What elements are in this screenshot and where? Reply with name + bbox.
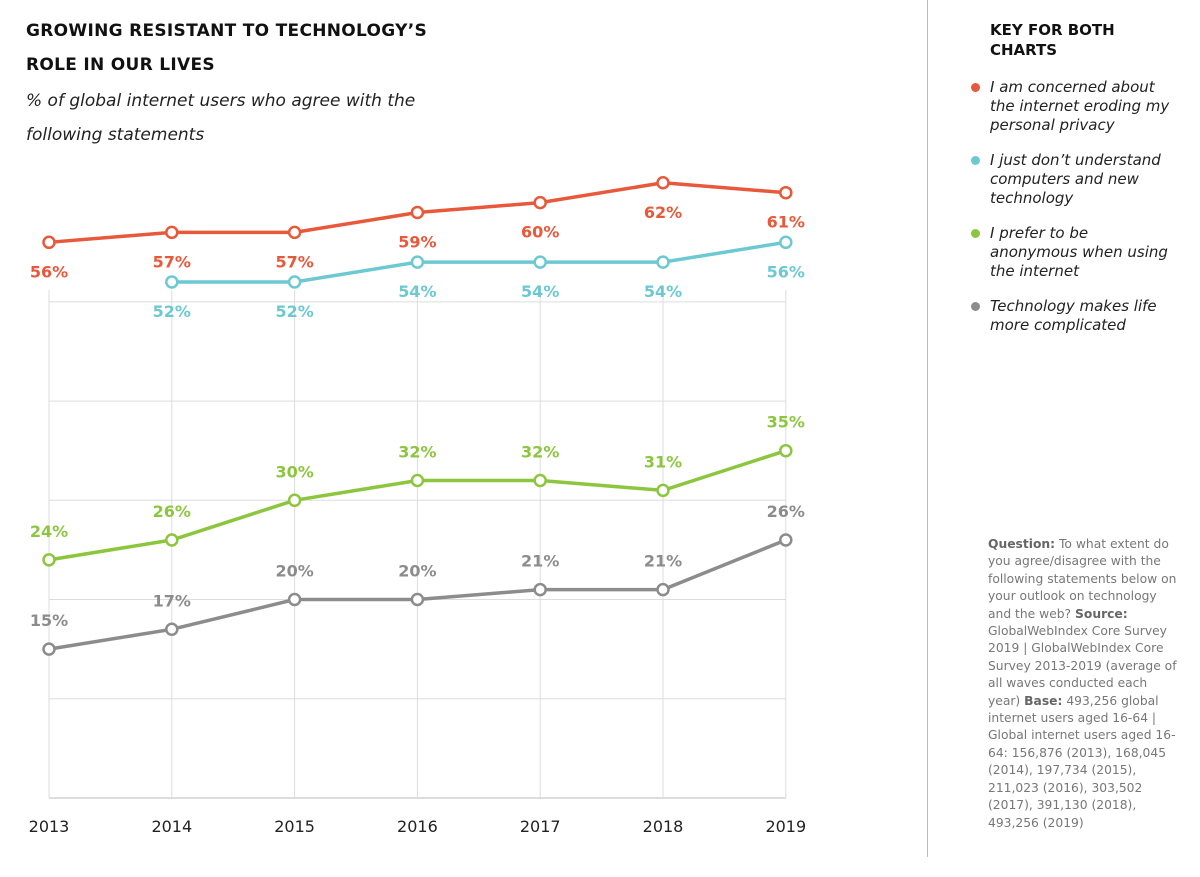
- data-label: 20%: [398, 562, 436, 581]
- data-label: 21%: [644, 552, 682, 571]
- data-point: [779, 185, 793, 200]
- data-label: 35%: [767, 413, 805, 432]
- x-tick-label: 2018: [643, 817, 684, 836]
- note-label: Base:: [1024, 693, 1063, 708]
- note: Question: To what extent do you agree/di…: [988, 536, 1180, 832]
- data-point: [779, 533, 793, 547]
- data-point: [533, 582, 547, 597]
- legend-title: KEY FOR BOTH CHARTS: [990, 21, 1115, 59]
- data-label: 52%: [153, 302, 191, 321]
- data-point: [287, 592, 302, 607]
- legend-item: Technology makes life more complicated: [970, 297, 1180, 335]
- data-label: 20%: [275, 562, 313, 581]
- legend-item: I just don’t understand computers and ne…: [970, 151, 1180, 208]
- data-label: 54%: [644, 282, 682, 301]
- legend-marker: [971, 229, 980, 238]
- data-point: [656, 582, 670, 597]
- data-label: 54%: [398, 282, 436, 301]
- data-point: [165, 533, 179, 547]
- x-tick-label: 2015: [274, 817, 315, 836]
- data-point: [410, 473, 425, 488]
- data-label: 21%: [521, 552, 559, 571]
- data-point: [165, 225, 179, 240]
- data-point: [533, 255, 547, 269]
- legend-label: Technology makes life more complicated: [990, 297, 1157, 334]
- legend-label: I just don’t understand computers and ne…: [990, 151, 1161, 207]
- note-text: To what extent do you agree/disagree wit…: [988, 537, 1177, 621]
- note-text: 493,256 global internet users aged 16-64…: [988, 693, 1176, 830]
- data-point: [656, 176, 670, 190]
- x-tick-label: 2016: [397, 817, 438, 836]
- data-point: [287, 225, 302, 240]
- data-point: [533, 473, 547, 488]
- data-point: [165, 622, 179, 637]
- data-point: [656, 255, 670, 269]
- x-tick-label: 2019: [765, 817, 806, 836]
- data-point: [779, 235, 793, 250]
- data-point: [533, 195, 547, 210]
- legend-marker: [971, 83, 980, 92]
- chart-subtitle: % of global internet users who agree wit…: [26, 91, 416, 145]
- data-label: 57%: [275, 252, 313, 271]
- data-label: 24%: [30, 522, 68, 541]
- data-label: 56%: [767, 262, 805, 281]
- data-point: [42, 553, 56, 567]
- note-label: Source:: [1075, 606, 1128, 621]
- data-label: 26%: [153, 502, 191, 521]
- legend-marker: [971, 156, 980, 165]
- data-label: 54%: [521, 282, 559, 301]
- data-label: 32%: [521, 442, 559, 461]
- data-label: 17%: [153, 591, 191, 610]
- x-tick-label: 2013: [29, 817, 70, 836]
- data-point: [42, 642, 56, 656]
- data-label: 15%: [30, 611, 68, 630]
- data-label: 52%: [275, 302, 313, 321]
- legend-item: I am concerned about the internet erodin…: [970, 78, 1180, 135]
- data-point: [410, 592, 425, 607]
- data-label: 57%: [153, 252, 191, 271]
- data-label: 61%: [767, 213, 805, 232]
- data-point: [410, 205, 425, 220]
- data-label: 32%: [398, 442, 436, 461]
- legend-marker: [971, 302, 980, 311]
- x-tick-label: 2017: [520, 817, 561, 836]
- data-point: [656, 483, 670, 498]
- chart-title: GROWING RESISTANT TO TECHNOLOGY’S ROLE I…: [26, 21, 428, 75]
- legend-label: I prefer to be anonymous when using the …: [990, 224, 1168, 280]
- data-point: [779, 443, 793, 458]
- data-point: [165, 275, 179, 289]
- data-point: [287, 493, 302, 508]
- data-label: 56%: [30, 262, 68, 281]
- chart: 2013 2014 2015 2016 2017 2018 2019 56% 57% 57% 59%…: [29, 176, 806, 836]
- divider: [927, 0, 928, 857]
- data-label: 31%: [644, 452, 682, 471]
- x-tick-label: 2014: [151, 817, 192, 836]
- data-point: [287, 275, 302, 289]
- data-label: 59%: [398, 233, 436, 252]
- data-label: 62%: [644, 203, 682, 222]
- series-line: [171, 240, 787, 284]
- data-point: [42, 235, 56, 250]
- data-label: 60%: [521, 223, 559, 242]
- legend-label: I am concerned about the internet erodin…: [990, 78, 1170, 134]
- data-label: 26%: [767, 502, 805, 521]
- note-label: Question:: [988, 537, 1056, 551]
- data-label: 30%: [275, 462, 313, 481]
- note-text: GlobalWebIndex Core Survey 2019 | Global…: [988, 624, 1177, 708]
- legend: I am concerned about the internet erodin…: [970, 78, 1180, 351]
- legend-item: I prefer to be anonymous when using the …: [970, 224, 1180, 281]
- data-point: [410, 255, 425, 269]
